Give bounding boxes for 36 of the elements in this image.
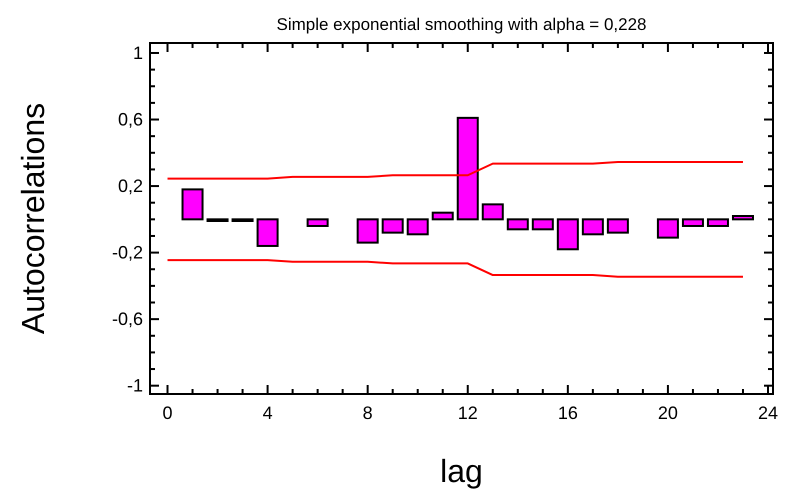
bar (432, 212, 454, 220)
bar (706, 218, 729, 227)
bar (182, 188, 204, 220)
x-tick-label: 0 (162, 403, 173, 423)
bar (606, 218, 629, 234)
x-tick-label: 24 (758, 403, 778, 423)
line-series (166, 259, 744, 278)
chart-title: Simple exponential smoothing with alpha = 0,228 (276, 15, 646, 34)
x-axis-title: lag (440, 453, 483, 489)
bar (356, 218, 379, 244)
y-tick-label: -0,2 (112, 242, 143, 263)
x-tick-label: 16 (558, 403, 578, 423)
x-tick-label: 8 (362, 403, 373, 423)
line-series (166, 160, 744, 180)
bar (306, 218, 329, 227)
bar (532, 218, 554, 230)
y-tick-label: 0,6 (118, 110, 143, 130)
bar (506, 218, 529, 230)
bar (732, 215, 754, 220)
bar (682, 218, 704, 227)
x-tick-label: 4 (262, 403, 273, 423)
bar (456, 116, 479, 220)
y-tick-label: -0,6 (112, 309, 143, 330)
bar (382, 218, 404, 234)
y-axis-title: Autocorrelations (15, 102, 51, 334)
y-tick-label: -1 (126, 376, 143, 396)
bar (256, 218, 279, 247)
bar (406, 218, 429, 236)
x-tick-label: 12 (458, 403, 478, 423)
y-tick-label: 1 (132, 42, 143, 63)
bar (556, 218, 579, 250)
bar (482, 203, 504, 220)
bar (582, 218, 604, 236)
bar (656, 218, 679, 239)
x-tick-label: 20 (658, 403, 678, 423)
y-tick-label: 0,2 (118, 176, 143, 196)
